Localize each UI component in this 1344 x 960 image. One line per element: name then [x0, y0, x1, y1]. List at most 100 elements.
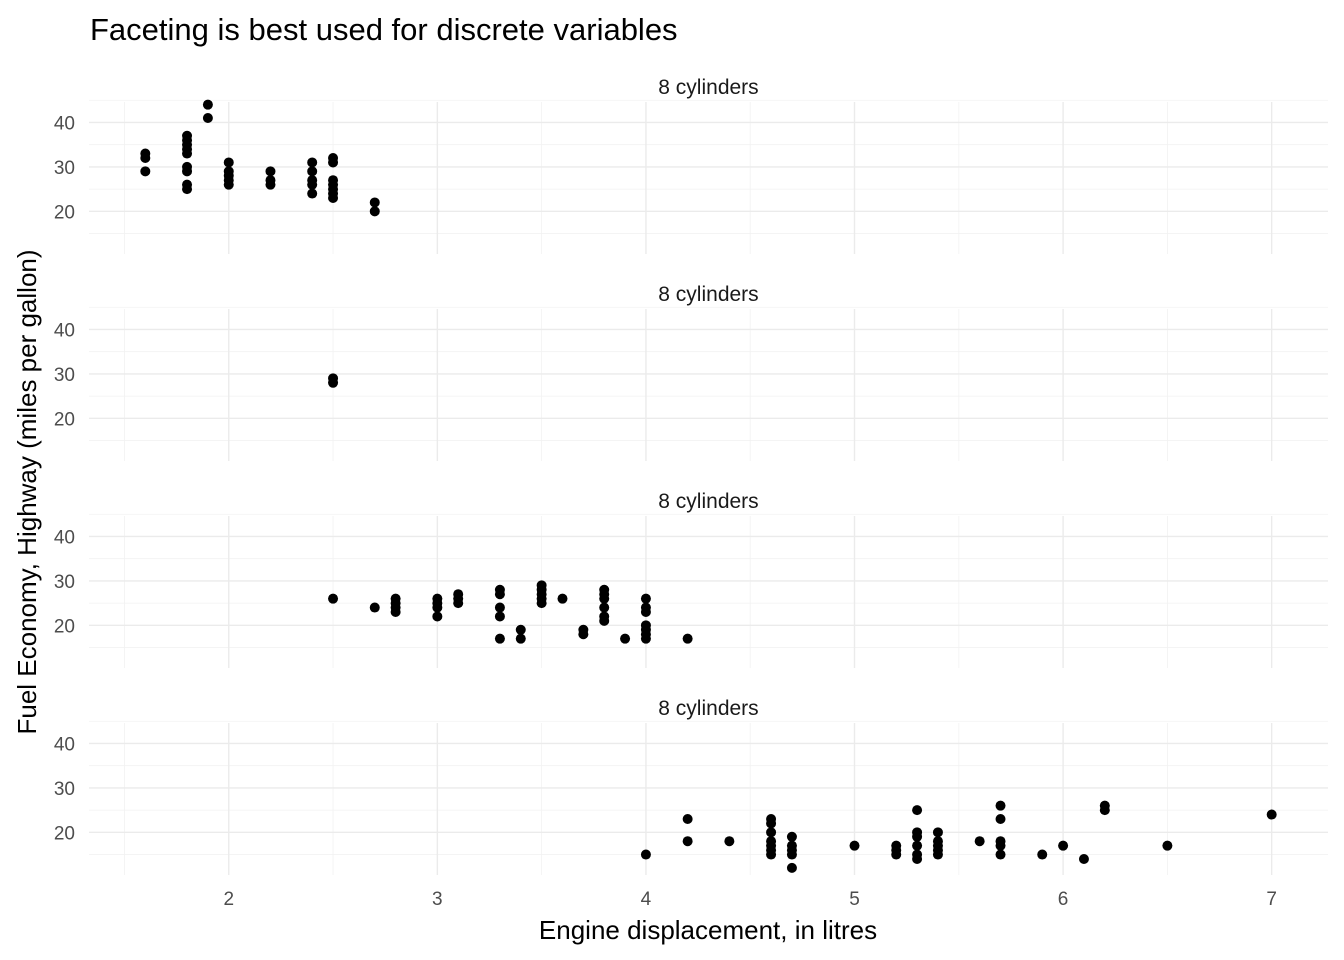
data-point: [766, 818, 777, 829]
data-point: [912, 831, 923, 842]
y-tick-label: 20: [54, 409, 75, 430]
data-point: [265, 179, 276, 190]
facet-strip-label: 8 cylinders: [658, 76, 758, 99]
data-point: [390, 607, 401, 617]
data-point: [974, 836, 985, 847]
data-point: [557, 593, 568, 604]
chart-title: Faceting is best used for discrete varia…: [90, 12, 678, 47]
x-tick-label: 3: [432, 889, 443, 910]
data-point: [766, 849, 777, 860]
data-point: [599, 615, 610, 626]
facet-panel: 8 cylinders 20 30 40: [54, 76, 1328, 254]
data-point: [1078, 854, 1089, 864]
x-axis-title: Engine displacement, in litres: [539, 915, 877, 945]
data-point: [599, 593, 610, 604]
data-point: [682, 814, 693, 824]
data-point: [328, 377, 339, 388]
data-point: [995, 800, 1006, 811]
data-point: [307, 188, 318, 199]
facet-strip-label: 8 cylinders: [658, 283, 758, 306]
y-tick-label: 40: [54, 320, 75, 341]
data-point: [453, 598, 464, 609]
data-point: [640, 593, 651, 604]
facet-strip-label: 8 cylinders: [658, 697, 758, 720]
data-point: [494, 589, 505, 600]
data-point: [620, 633, 631, 644]
data-point: [1162, 840, 1173, 851]
data-point: [182, 148, 193, 159]
data-point: [640, 607, 651, 617]
data-point: [369, 602, 380, 613]
x-tick-label: 2: [223, 889, 234, 910]
data-point: [786, 849, 797, 860]
data-point: [515, 633, 526, 644]
data-point: [932, 827, 943, 838]
data-point: [494, 633, 505, 644]
x-tick-label: 4: [641, 889, 652, 910]
data-point: [328, 593, 339, 604]
data-point: [369, 206, 380, 217]
facet-strip-label: 8 cylinders: [658, 490, 758, 513]
data-point: [140, 166, 151, 177]
facet-panel: 8 cylinders 20 30 40: [54, 490, 1328, 668]
data-point: [202, 113, 213, 123]
y-tick-label: 30: [54, 779, 75, 800]
data-point: [599, 602, 610, 613]
data-point: [912, 854, 923, 864]
data-point: [265, 166, 276, 177]
data-point: [202, 99, 213, 110]
data-point: [432, 602, 443, 613]
data-point: [182, 184, 193, 195]
data-point: [995, 840, 1006, 851]
data-point: [1058, 840, 1069, 851]
data-point: [640, 633, 651, 644]
data-point: [995, 814, 1006, 824]
data-point: [494, 611, 505, 622]
data-point: [1099, 805, 1110, 816]
y-tick-label: 40: [54, 113, 75, 134]
data-point: [140, 153, 151, 163]
data-point: [640, 849, 651, 860]
data-point: [307, 166, 318, 177]
facet-panel: 8 cylinders 20 30 40: [54, 697, 1328, 875]
data-point: [682, 836, 693, 847]
data-point: [223, 179, 234, 190]
x-axis-ticks: 2 3 4 5 6 7: [223, 889, 1277, 910]
data-point: [786, 831, 797, 842]
data-point: [766, 827, 777, 838]
data-point: [849, 840, 860, 851]
x-tick-label: 7: [1266, 889, 1277, 910]
data-point: [912, 840, 923, 851]
x-tick-label: 5: [849, 889, 860, 910]
data-point: [682, 633, 693, 644]
data-point: [432, 611, 443, 622]
data-point: [307, 179, 318, 190]
y-tick-label: 30: [54, 158, 75, 179]
data-point: [307, 157, 318, 168]
y-axis-title: Fuel Economy, Highway (miles per gallon): [12, 249, 42, 734]
y-tick-label: 30: [54, 365, 75, 386]
data-point: [1037, 849, 1048, 860]
data-point: [328, 157, 339, 168]
data-point: [932, 849, 943, 860]
data-point: [328, 193, 339, 203]
data-point: [912, 805, 923, 816]
data-point: [515, 624, 526, 635]
data-point: [891, 849, 902, 860]
data-point: [578, 629, 589, 640]
data-point: [536, 598, 547, 609]
facet-panel: 8 cylinders 20 30 40: [54, 283, 1328, 461]
x-tick-label: 6: [1058, 889, 1069, 910]
data-point: [369, 197, 380, 208]
data-point: [724, 836, 735, 847]
y-tick-label: 40: [54, 527, 75, 548]
y-tick-label: 30: [54, 572, 75, 593]
data-point: [1266, 809, 1277, 820]
y-tick-label: 20: [54, 202, 75, 223]
data-point: [182, 166, 193, 177]
data-point: [494, 602, 505, 613]
data-point: [995, 849, 1006, 860]
y-tick-label: 20: [54, 823, 75, 844]
